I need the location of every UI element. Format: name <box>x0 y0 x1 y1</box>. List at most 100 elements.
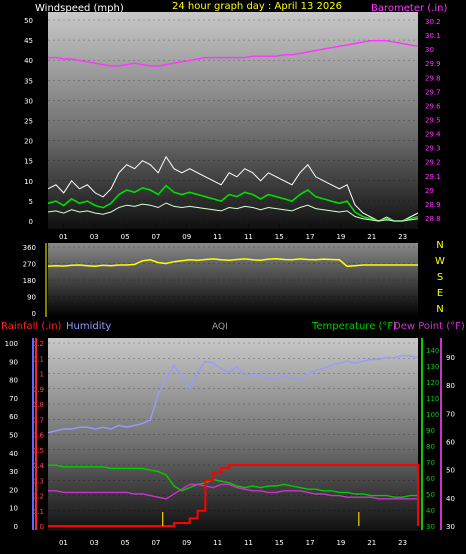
rainfall-tick-label: 0.2 <box>33 493 44 501</box>
compass-direction-label: N <box>436 240 443 251</box>
humidity-tick-label: 0 <box>14 523 18 531</box>
rainfall-tick-label: 0.8 <box>33 401 44 409</box>
plot-area-middle <box>48 243 418 317</box>
barometer-tick-label: 29.7 <box>425 88 441 96</box>
barometer-tick-label: 28.9 <box>425 201 441 209</box>
rainfall-tick-label: 0.3 <box>33 477 44 485</box>
grid <box>48 19 418 535</box>
humidity-line <box>47 355 419 434</box>
humidity-tick-label: 90 <box>9 358 18 366</box>
compass-direction-label: E <box>437 288 443 299</box>
wind-tick-label: 5 <box>29 198 33 206</box>
wind-low-line <box>47 202 419 222</box>
temperature-tick-label: 80 <box>426 443 435 451</box>
wind-tick-label: 35 <box>24 77 33 85</box>
rainfall-tick-label: 0 <box>40 523 44 531</box>
wind-tick-label: 10 <box>24 178 33 186</box>
chart-title: 24 hour graph day : April 13 2026 <box>172 1 342 12</box>
wind-tick-label: 40 <box>24 57 33 65</box>
x-tick-label: 11 <box>213 233 222 241</box>
temperature-tick-label: 110 <box>426 395 439 403</box>
rainfall-tick-label: 1 <box>40 371 44 379</box>
barometer-tick-label: 29.1 <box>425 173 441 181</box>
barometer-tick-label: 30.1 <box>425 32 441 40</box>
compass-direction-label: W <box>435 256 445 267</box>
rainfall-tick-label: 0.5 <box>33 447 44 455</box>
wind-axis-title: Windspeed (mph) <box>35 3 124 14</box>
x-tick-label: 23 <box>398 233 407 241</box>
x-tick-label: 21 <box>367 233 376 241</box>
x-tick-label: 23 <box>398 539 407 547</box>
x-tick-label: 15 <box>275 539 284 547</box>
direction-tick-label: 360 <box>23 244 36 252</box>
direction-tick-label: 180 <box>23 277 36 285</box>
x-tick-label: 05 <box>121 233 130 241</box>
temperature-tick-label: 130 <box>426 363 439 371</box>
dewpoint-tick-label: 90 <box>446 354 455 362</box>
humidity-tick-label: 50 <box>9 432 18 440</box>
barometer-tick-label: 29 <box>425 187 434 195</box>
rainfall-axis-title: Rainfall (.in) <box>1 321 62 332</box>
temperature-axis-title: Temperature (°F) <box>311 321 397 332</box>
aqi-axis-title: AQI <box>212 322 228 332</box>
wind-average-line <box>47 184 419 222</box>
barometer-axis-title: Barometer (.in) <box>371 3 447 14</box>
x-tick-label: 11 <box>213 539 222 547</box>
dewpoint-tick-label: 50 <box>446 467 455 475</box>
barometer-tick-label: 29.5 <box>425 117 441 125</box>
wind-tick-label: 15 <box>24 158 33 166</box>
x-tick-label: 19 <box>336 233 345 241</box>
barometer-tick-label: 29.2 <box>425 159 441 167</box>
wind-tick-label: 30 <box>24 97 33 105</box>
barometer-tick-label: 30 <box>425 46 434 54</box>
temperature-tick-label: 50 <box>426 491 435 499</box>
barometer-tick-label: 29.4 <box>425 131 441 139</box>
dewpoint-tick-label: 30 <box>446 523 455 531</box>
dewpoint-tick-label: 80 <box>446 382 455 390</box>
x-tick-label: 17 <box>306 233 315 241</box>
rainfall-tick-label: 0.7 <box>33 416 44 424</box>
x-tick-label: 03 <box>90 539 99 547</box>
humidity-tick-label: 10 <box>9 505 18 513</box>
rainfall-tick-label: 0.1 <box>33 508 44 516</box>
barometer-line <box>48 40 419 67</box>
humidity-axis-title: Humidity <box>66 321 111 332</box>
temperature-tick-label: 90 <box>426 427 435 435</box>
humidity-tick-label: 20 <box>9 486 18 494</box>
temperature-tick-label: 40 <box>426 507 435 515</box>
humidity-tick-label: 100 <box>5 340 18 348</box>
x-tick-label: 03 <box>90 233 99 241</box>
humidity-tick-label: 80 <box>9 377 18 385</box>
rainfall-tick-label: 1.1 <box>33 355 44 363</box>
humidity-tick-label: 60 <box>9 413 18 421</box>
dewpoint-axis-title: Dew Point (°F) <box>393 321 465 332</box>
temperature-tick-label: 140 <box>426 347 439 355</box>
barometer-tick-label: 29.9 <box>425 60 441 68</box>
x-tick-label: 19 <box>336 539 345 547</box>
x-tick-label: 05 <box>121 539 130 547</box>
dewpoint-tick-label: 70 <box>446 410 455 418</box>
humidity-tick-label: 40 <box>9 450 18 458</box>
rainfall-tick-label: 0.9 <box>33 386 44 394</box>
wind-tick-label: 0 <box>29 218 33 226</box>
wind-tick-label: 20 <box>24 138 33 146</box>
direction-tick-label: 270 <box>23 261 36 269</box>
x-tick-label: 21 <box>367 539 376 547</box>
wind-direction-line <box>47 257 418 268</box>
dewpoint-tick-label: 60 <box>446 439 455 447</box>
x-tick-label: 11 <box>244 539 253 547</box>
x-tick-label: 01 <box>59 539 68 547</box>
temperature-tick-label: 70 <box>426 459 435 467</box>
compass-direction-label: S <box>437 272 443 283</box>
windspeed-line <box>47 155 419 222</box>
chart-marks <box>47 40 419 527</box>
plot-area-top <box>48 12 418 229</box>
chart-labels: 0510152025303540455028.828.92929.129.229… <box>5 17 455 547</box>
x-tick-label: 11 <box>244 233 253 241</box>
barometer-tick-label: 29.6 <box>425 102 441 110</box>
rainfall-tick-label: 1.2 <box>33 340 44 348</box>
direction-tick-label: 0 <box>32 310 36 318</box>
direction-tick-label: 90 <box>27 294 36 302</box>
x-tick-label: 07 <box>151 539 160 547</box>
humidity-tick-label: 30 <box>9 468 18 476</box>
